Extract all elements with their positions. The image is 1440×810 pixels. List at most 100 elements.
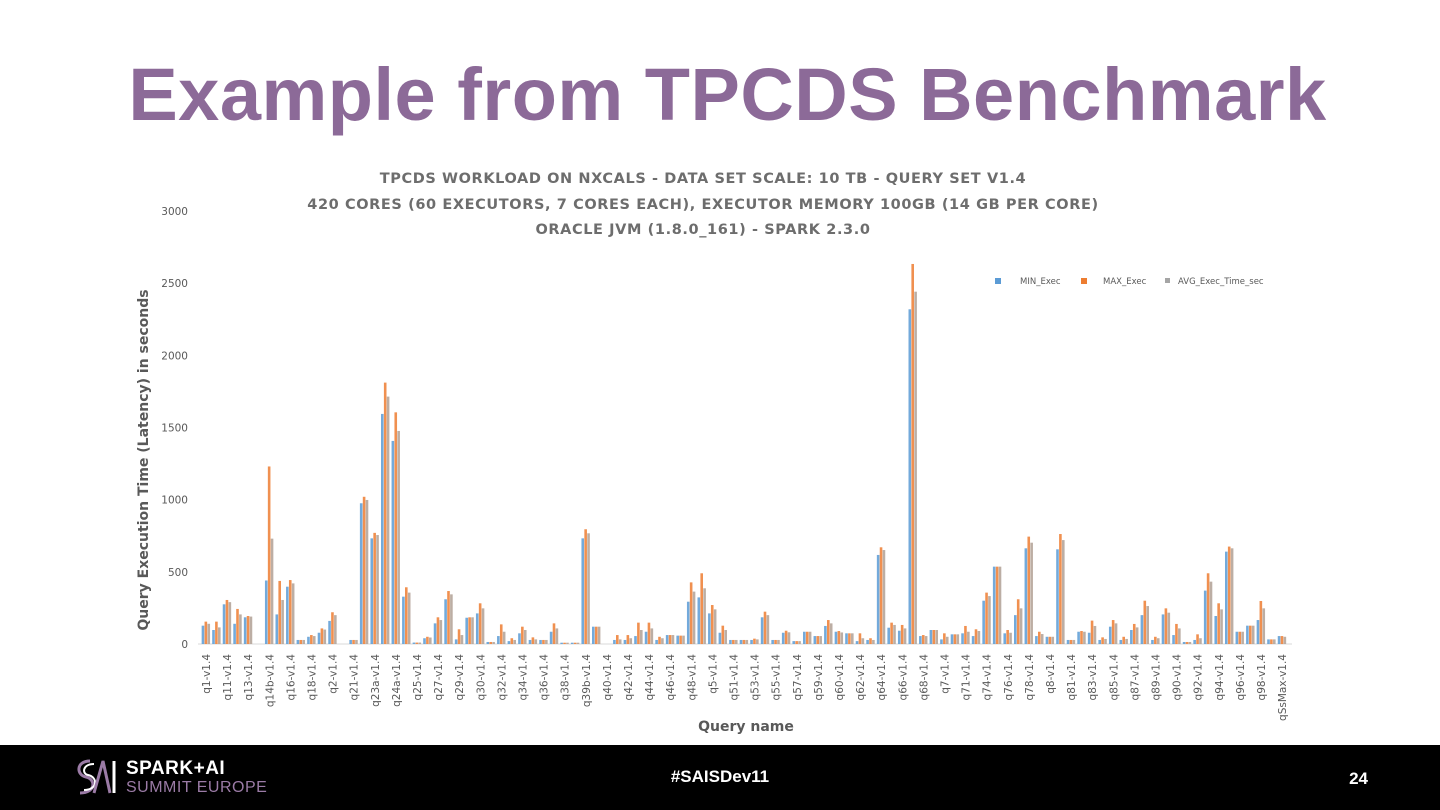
bar-max-exec — [879, 547, 883, 644]
bar-avg-exec-time-sec — [376, 535, 379, 644]
bar-min-exec — [750, 639, 753, 644]
x-tick-label: q11-v1.4 — [222, 654, 234, 701]
bar-avg-exec-time-sec — [555, 628, 559, 644]
x-tick-label: q71-v1.4 — [961, 654, 973, 701]
x-tick-label: q7-v1.4 — [940, 654, 952, 694]
bar-avg-exec-time-sec — [386, 396, 390, 644]
bar-avg-exec-time-sec — [1230, 548, 1234, 644]
bar-max-exec — [943, 633, 946, 644]
bar-avg-exec-time-sec — [312, 636, 316, 644]
bar-min-exec — [971, 636, 975, 644]
bar-min-exec — [940, 639, 943, 644]
bar-min-exec — [570, 642, 574, 644]
bar-avg-exec-time-sec — [935, 630, 938, 644]
x-tick-label: q32-v1.4 — [496, 654, 508, 701]
bar-max-exec — [1080, 631, 1083, 644]
bar-min-exec — [803, 631, 806, 644]
bar-min-exec — [697, 597, 701, 644]
bar-min-exec — [1066, 639, 1070, 644]
bar-min-exec — [349, 639, 352, 644]
bar-max-exec — [1111, 620, 1115, 644]
bar-avg-exec-time-sec — [703, 588, 706, 644]
bar-avg-exec-time-sec — [334, 615, 337, 644]
x-tick-label: q92-v1.4 — [1193, 654, 1205, 701]
hashtag: #SAISDev11 — [670, 767, 770, 786]
bar-max-exec — [679, 635, 682, 644]
x-tick-label: q74-v1.4 — [982, 654, 994, 701]
bar-avg-exec-time-sec — [1083, 631, 1086, 644]
bar-max-exec — [204, 621, 208, 644]
bar-avg-exec-time-sec — [1220, 609, 1223, 644]
bar-max-exec — [584, 529, 587, 644]
bar-max-exec — [1259, 600, 1263, 644]
bar-max-exec — [1069, 639, 1073, 644]
bar-min-exec — [929, 630, 933, 644]
x-tick-label: q66-v1.4 — [897, 654, 909, 701]
bar-avg-exec-time-sec — [481, 608, 485, 644]
y-tick-label: 500 — [168, 567, 188, 579]
bar-avg-exec-time-sec — [924, 636, 928, 644]
x-tick-label: q96-v1.4 — [1235, 654, 1247, 701]
bar-chart: TPCDS WORKLOAD ON NXCALS - DATA SET SCAL… — [136, 171, 1292, 735]
bar-max-exec — [436, 617, 440, 644]
bar-avg-exec-time-sec — [988, 596, 991, 644]
bar-max-exec — [837, 631, 841, 644]
bar-min-exec — [444, 599, 447, 644]
bar-min-exec — [275, 614, 279, 644]
bar-max-exec — [1206, 573, 1210, 644]
bar-avg-exec-time-sec — [1125, 638, 1128, 644]
bar-min-exec — [286, 586, 289, 644]
bar-avg-exec-time-sec — [1241, 631, 1244, 644]
bar-min-exec — [1077, 631, 1080, 644]
bar-avg-exec-time-sec — [840, 632, 844, 644]
bar-max-exec — [1249, 625, 1252, 644]
x-tick-label: q51-v1.4 — [729, 654, 741, 701]
bar-min-exec — [381, 413, 384, 644]
bar-max-exec — [974, 629, 978, 644]
bar-min-exec — [1056, 549, 1059, 644]
bar-avg-exec-time-sec — [967, 631, 970, 644]
bar-avg-exec-time-sec — [998, 566, 1002, 644]
bar-avg-exec-time-sec — [249, 616, 253, 644]
bar-max-exec — [1132, 623, 1136, 644]
x-tick-label: q16-v1.4 — [285, 654, 297, 701]
bar-min-exec — [296, 639, 300, 644]
y-ticks: 0 500 1000 1500 2000 2500 3000 — [161, 206, 188, 651]
bar-avg-exec-time-sec — [745, 639, 749, 644]
bar-avg-exec-time-sec — [1156, 638, 1160, 644]
bar-max-exec — [1059, 534, 1062, 644]
bar-avg-exec-time-sec — [439, 620, 443, 644]
bar-min-exec — [992, 566, 996, 644]
bar-max-exec — [985, 592, 988, 644]
bar-max-exec — [1048, 636, 1052, 644]
bar-avg-exec-time-sec — [861, 638, 865, 644]
bar-avg-exec-time-sec — [766, 615, 770, 644]
bar-avg-exec-time-sec — [218, 627, 221, 644]
bar-avg-exec-time-sec — [534, 639, 538, 644]
bar-max-exec — [848, 633, 851, 644]
bar-avg-exec-time-sec — [1135, 627, 1139, 644]
bar-min-exec — [760, 617, 764, 644]
bar-avg-exec-time-sec — [291, 583, 295, 644]
bar-max-exec — [362, 496, 366, 644]
bar-max-exec — [689, 582, 693, 644]
bar-min-exec — [1182, 641, 1186, 644]
bar-min-exec — [528, 639, 532, 644]
bar-min-exec — [739, 639, 743, 644]
x-tick-label: q1-v1.4 — [201, 654, 213, 694]
bar-min-exec — [1024, 548, 1028, 644]
x-tick-label: q8-v1.4 — [1045, 654, 1057, 694]
x-tick-label: q46-v1.4 — [665, 654, 677, 701]
bar-max-exec — [267, 466, 271, 644]
bar-max-exec — [521, 626, 524, 644]
x-tick-label: q64-v1.4 — [876, 654, 888, 701]
x-tick-label: q81-v1.4 — [1066, 654, 1078, 701]
bar-min-exec — [686, 601, 690, 644]
bar-max-exec — [320, 628, 324, 644]
bar-avg-exec-time-sec — [207, 623, 211, 644]
bar-avg-exec-time-sec — [302, 639, 305, 644]
bar-max-exec — [236, 608, 239, 644]
bar-max-exec — [753, 638, 756, 644]
bar-min-exec — [781, 632, 785, 644]
sai-logo-icon — [77, 759, 116, 795]
